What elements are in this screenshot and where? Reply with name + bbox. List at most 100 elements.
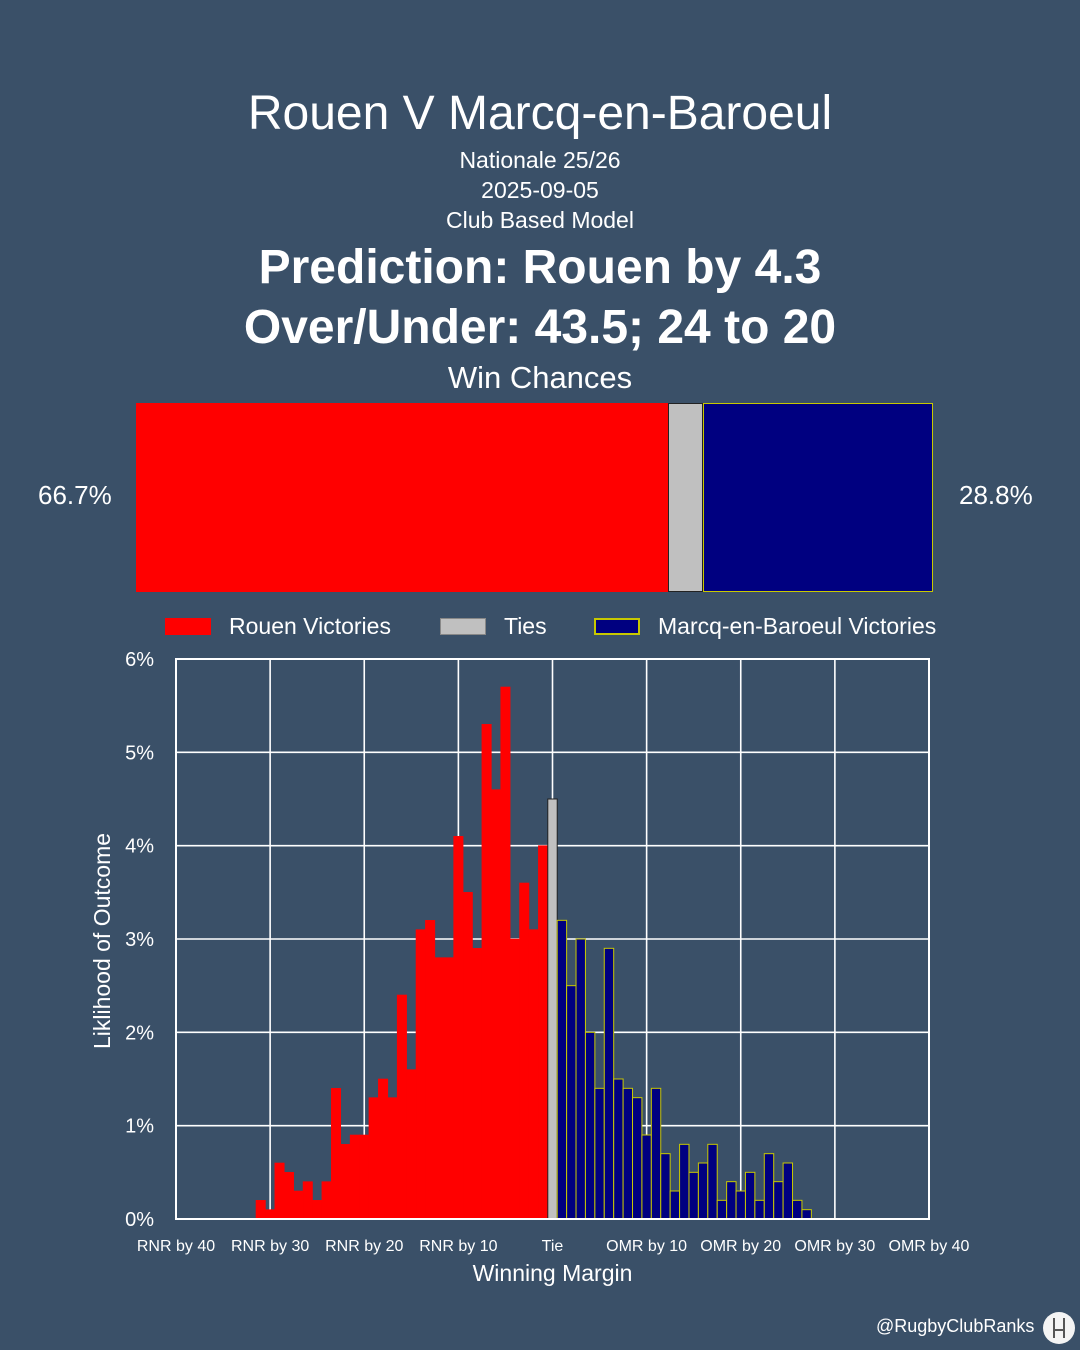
away-margin-bar: [707, 1143, 718, 1220]
home-margin-bar: [274, 1162, 285, 1220]
tie-bar: [547, 798, 558, 1220]
y-tick-label: 5%: [125, 742, 154, 764]
away-win-percent: 28.8%: [959, 480, 1033, 510]
x-tick-label: OMR by 30: [794, 1238, 875, 1255]
home-margin-bar: [302, 1181, 313, 1220]
home-margin-bar: [387, 1097, 398, 1220]
home-margin-bar: [312, 1200, 323, 1220]
home-margin-bar: [321, 1181, 332, 1220]
home-margin-bar: [425, 920, 436, 1220]
away-margin-bar: [594, 1087, 605, 1220]
away-margin-bar: [735, 1190, 746, 1220]
away-margin-bar: [773, 1181, 784, 1220]
legend-label-tie: Ties: [504, 612, 547, 639]
home-margin-bar: [472, 948, 483, 1220]
legend-swatch-tie: [440, 617, 486, 635]
match-date: 2025-09-05: [481, 177, 599, 203]
legend-swatch-away: [594, 617, 640, 635]
away-margin-bar: [669, 1190, 681, 1220]
away-margin-bar: [763, 1153, 775, 1220]
tie-segment: [667, 403, 704, 592]
home-margin-bar: [331, 1088, 342, 1220]
home-margin-bar: [349, 1134, 360, 1220]
home-margin-bar: [368, 1097, 379, 1220]
away-margin-bar: [603, 947, 615, 1220]
away-margin-bar: [641, 1134, 652, 1220]
home-margin-bar: [509, 938, 520, 1220]
home-margin-bar: [538, 845, 549, 1220]
home-margin-bar: [491, 789, 502, 1220]
legend-swatch-home: [165, 617, 211, 635]
legend-label-away: Marcq-en-Baroeul Victories: [658, 612, 937, 639]
x-tick-label: OMR by 40: [889, 1238, 970, 1255]
win-chances-title: Win Chances: [447, 360, 633, 395]
away-margin-bar: [566, 985, 577, 1220]
prediction-headline: Prediction: Rouen by 4.3: [258, 241, 822, 294]
home-margin-bar: [378, 1078, 389, 1220]
over-under-headline: Over/Under: 43.5; 24 to 20: [243, 301, 837, 354]
away-margin-bar: [679, 1143, 690, 1220]
home-margin-bar: [359, 1134, 370, 1220]
legend-item-home: Rouen Victories: [165, 611, 391, 641]
home-margin-bar: [415, 929, 426, 1220]
y-tick-label: 4%: [125, 836, 154, 858]
away-margin-bar: [622, 1087, 634, 1220]
away-margin-bar: [688, 1171, 699, 1220]
away-margin-bar: [556, 919, 568, 1220]
x-tick-label: RNR by 30: [231, 1238, 309, 1255]
away-margin-bar: [744, 1171, 756, 1220]
away-margin-bar: [584, 1031, 596, 1220]
y-tick-label: 2%: [125, 1022, 154, 1044]
home-margin-bar: [255, 1200, 266, 1220]
home-win-percent: 66.7%: [38, 480, 112, 510]
away-margin-bar: [613, 1078, 624, 1220]
x-tick-label: RNR by 10: [419, 1238, 497, 1255]
legend-item-away: Marcq-en-Baroeul Victories: [594, 611, 936, 641]
away-margin-bar: [792, 1199, 803, 1220]
legend-label-home: Rouen Victories: [229, 612, 391, 639]
x-tick-label: OMR by 20: [700, 1238, 781, 1255]
home-margin-bar: [443, 957, 454, 1220]
x-tick-label: OMR by 10: [606, 1238, 687, 1255]
home-margin-bar: [293, 1190, 304, 1220]
footer-handle: @RugbyClubRanks: [876, 1316, 1035, 1336]
y-tick-label: 6%: [125, 649, 154, 671]
away-margin-bar: [754, 1199, 765, 1220]
away-win-segment: [703, 403, 933, 592]
home-margin-bar: [519, 882, 530, 1220]
home-margin-bar: [434, 957, 445, 1220]
x-axis-title: Winning Margin: [473, 1260, 633, 1286]
x-tick-label: RNR by 20: [325, 1238, 403, 1255]
win-chances-bar: [136, 403, 933, 592]
home-margin-bar: [462, 892, 473, 1220]
away-margin-bar: [575, 938, 586, 1220]
competition-label: Nationale 25/26: [459, 147, 621, 173]
home-margin-bar: [528, 929, 539, 1220]
away-margin-bar: [632, 1097, 643, 1220]
y-tick-label: 0%: [125, 1209, 154, 1231]
away-margin-bar: [726, 1181, 737, 1220]
rugby-posts-icon: [1043, 1312, 1075, 1344]
y-tick-label: 1%: [125, 1116, 154, 1138]
away-margin-bar: [697, 1162, 709, 1220]
home-margin-bar: [481, 724, 492, 1220]
model-label: Club Based Model: [446, 207, 634, 233]
home-margin-bar: [453, 836, 464, 1220]
away-margin-bar: [801, 1209, 812, 1220]
away-margin-bar: [660, 1153, 671, 1220]
match-title: Rouen V Marcq-en-Baroeul: [247, 87, 833, 140]
legend-item-tie: Ties: [440, 611, 547, 641]
away-margin-bar: [782, 1162, 794, 1220]
home-margin-bar: [340, 1144, 351, 1220]
y-axis-title: Liklihood of Outcome: [89, 833, 115, 1049]
home-margin-bar: [406, 1069, 417, 1220]
home-margin-bar: [500, 686, 511, 1220]
away-margin-bar: [716, 1199, 728, 1220]
plot-frame: [175, 658, 930, 1220]
home-margin-bar: [265, 1209, 276, 1220]
x-tick-label: RNR by 40: [137, 1238, 215, 1255]
home-win-segment: [136, 403, 668, 592]
y-tick-label: 3%: [125, 929, 154, 951]
away-margin-bar: [650, 1087, 662, 1220]
